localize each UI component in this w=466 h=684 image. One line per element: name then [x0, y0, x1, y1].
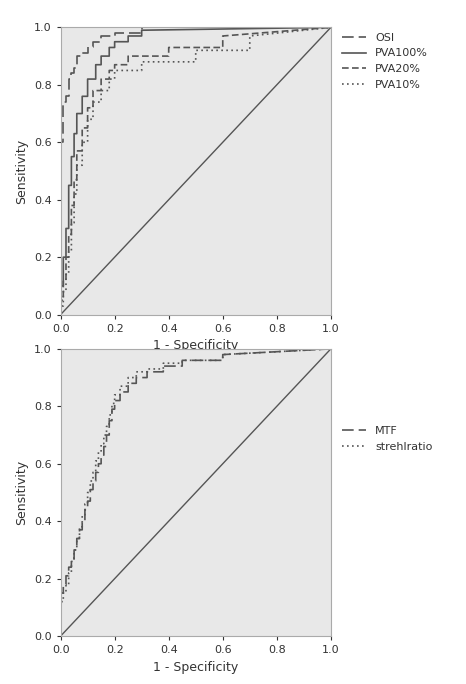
- Y-axis label: Sensitivity: Sensitivity: [15, 460, 28, 525]
- Legend: MTF, strehlratio: MTF, strehlratio: [342, 426, 432, 451]
- X-axis label: 1 - Specificity: 1 - Specificity: [153, 661, 238, 674]
- Legend: OSI, PVA100%, PVA20%, PVA10%: OSI, PVA100%, PVA20%, PVA10%: [342, 33, 428, 90]
- Y-axis label: Sensitivity: Sensitivity: [15, 138, 28, 204]
- X-axis label: 1 - Specificity: 1 - Specificity: [153, 339, 238, 352]
